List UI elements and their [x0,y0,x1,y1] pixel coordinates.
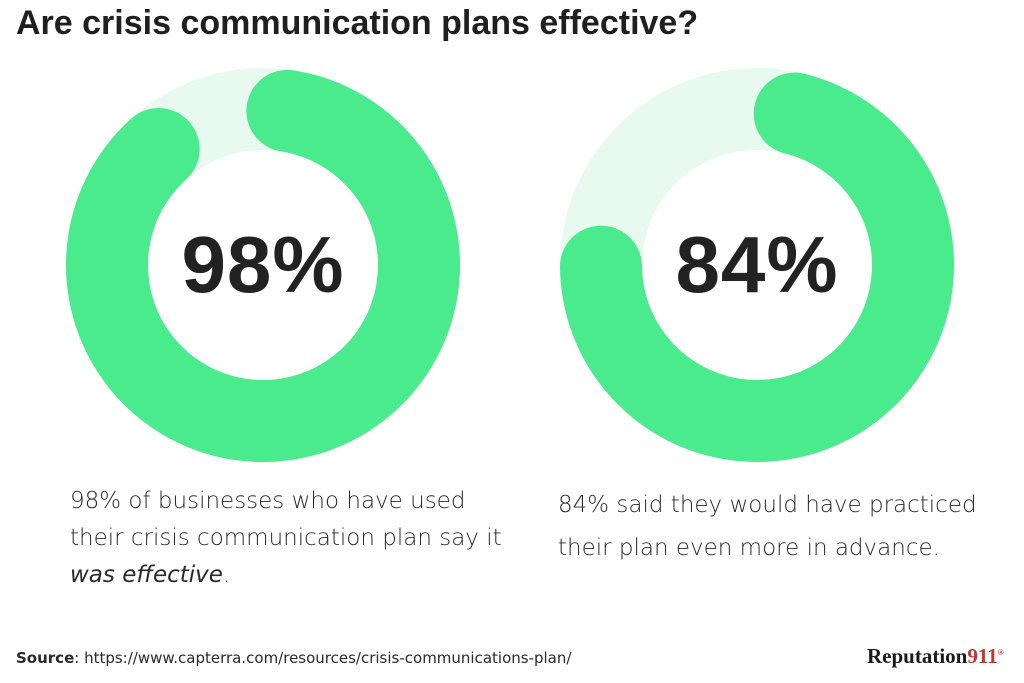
source-separator: : [74,649,85,667]
donut-chart-84: 84% [547,60,967,480]
donut-ring [560,68,954,462]
registered-mark-icon: ® [997,648,1004,657]
caption-text: 98% of businesses who have used their cr… [70,488,502,551]
logo-number: 911 [967,644,998,668]
page-title: Are crisis communication plans effective… [16,4,699,42]
brand-logo: Reputation911® [867,644,1004,669]
caption-end: . [222,562,231,588]
caption-84: 84% said they would have practiced their… [558,484,978,570]
percent-label: 84% [675,220,839,309]
source-url[interactable]: https://www.capterra.com/resources/crisi… [84,649,572,667]
donut-chart-98: 98% [53,60,473,480]
logo-text: Reputation [867,644,968,668]
source-line: Source: https://www.capterra.com/resourc… [16,649,571,667]
caption-text: 84% said they would have practiced their… [558,492,977,561]
percent-label: 98% [181,220,345,309]
ring-progress [66,68,460,462]
donut-ring [66,68,460,462]
caption-98: 98% of businesses who have used their cr… [70,483,520,594]
source-label: Source [16,649,75,667]
ring-progress [560,68,954,462]
caption-emphasis: was effective [70,562,223,588]
